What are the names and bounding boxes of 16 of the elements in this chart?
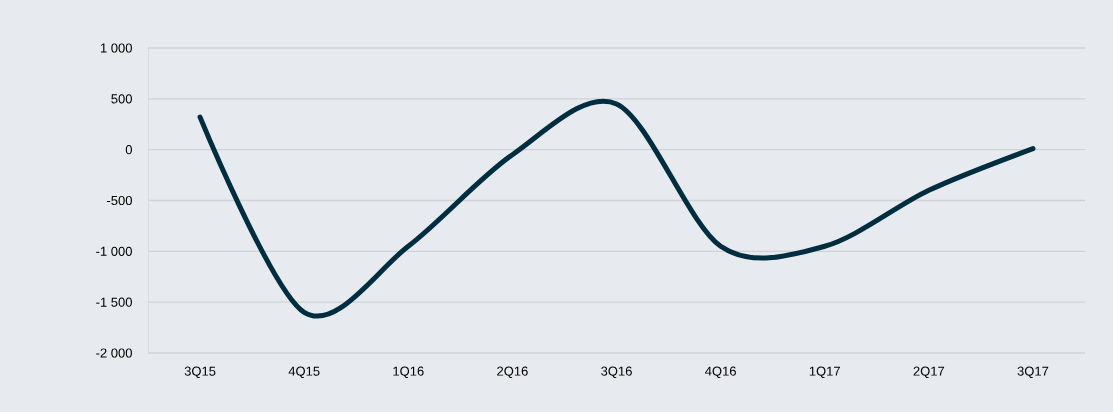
- y-tick-label: -1 000: [96, 246, 132, 256]
- x-tick-label: 3Q16: [601, 366, 632, 379]
- x-tick-label: 3Q17: [1017, 366, 1049, 379]
- x-tick-label: 3Q15: [184, 366, 216, 379]
- y-tick-label: -2 000: [96, 348, 132, 358]
- x-tick-label: 4Q16: [705, 366, 736, 379]
- y-tick-label: 0: [125, 145, 132, 155]
- x-tick-label: 2Q16: [497, 366, 528, 379]
- x-tick-label: 4Q15: [288, 366, 320, 379]
- x-tick-label: 2Q17: [913, 366, 945, 379]
- y-tick-label: 500: [111, 94, 132, 104]
- y-tick-label: 1 000: [100, 43, 132, 53]
- y-tick-label: -500: [107, 195, 132, 206]
- x-tick-label: 1Q17: [809, 366, 840, 379]
- x-tick-label: 1Q16: [393, 366, 424, 379]
- y-tick-label: -1 500: [96, 297, 132, 307]
